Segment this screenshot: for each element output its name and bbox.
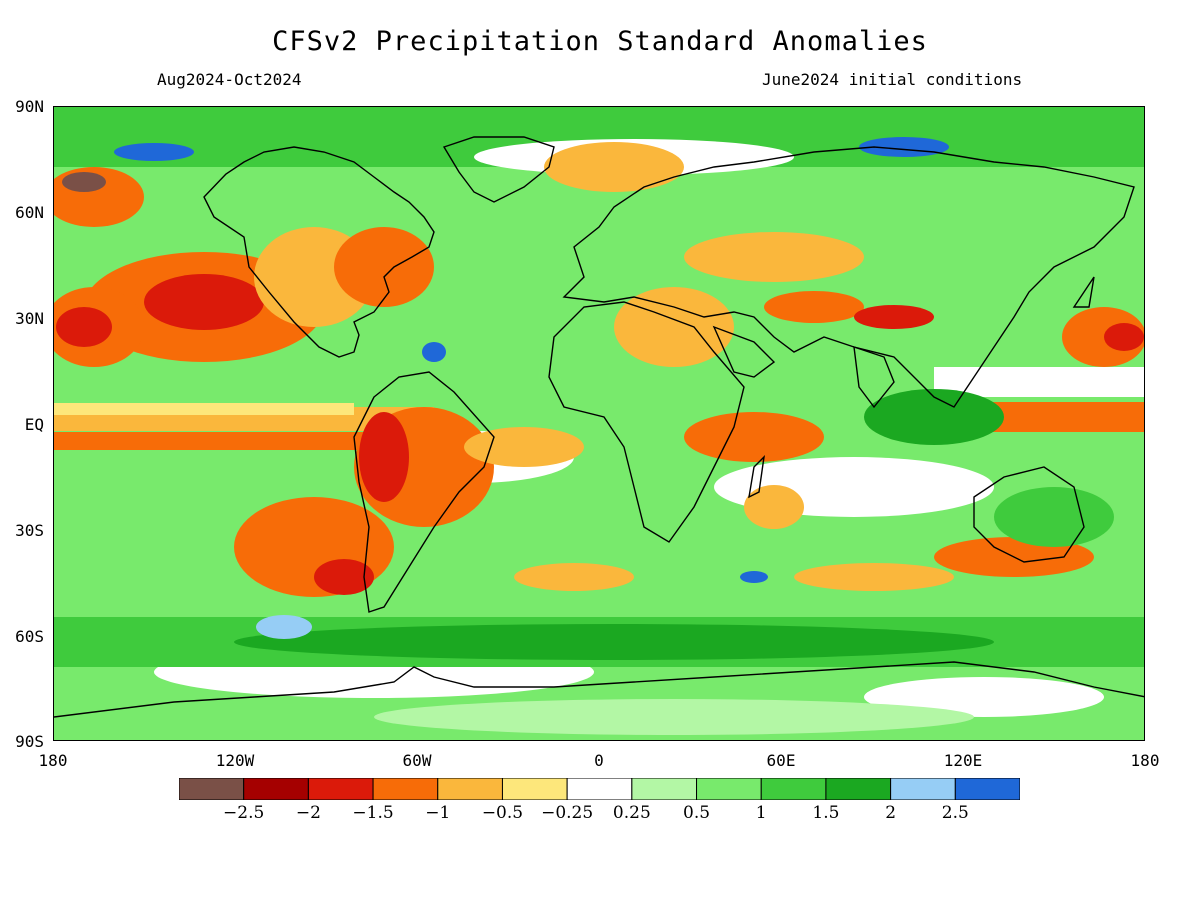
lat-label-90n: 90N	[15, 97, 44, 116]
nw-pacific-dry-core	[1104, 323, 1144, 351]
lon-label-120e: 120E	[943, 751, 983, 770]
lon-label-0: 0	[594, 751, 604, 770]
lon-label-60e: 60E	[766, 751, 796, 770]
colorbar-swatch	[631, 778, 698, 800]
eq-pacific-weak-dry	[54, 403, 354, 415]
colorbar-swatch	[243, 778, 309, 800]
coast-antarctica	[54, 661, 1144, 718]
coast-greenland	[442, 136, 555, 203]
map-svg	[54, 107, 1144, 740]
colorbar-tick-label: 0.5	[683, 803, 711, 823]
colorbar-swatch	[501, 778, 568, 800]
tibet-dry-core	[854, 305, 934, 329]
ne-pacific-dry-core	[144, 274, 264, 330]
colorbar-swatch	[890, 778, 956, 800]
arctic-wet-core	[114, 143, 194, 161]
southern-ocean-wet-core	[234, 624, 994, 660]
south-atlantic-dry	[464, 427, 584, 467]
colorbar-swatch	[437, 778, 503, 800]
coast-arabia	[712, 325, 776, 378]
south-atlantic-weak-dry	[514, 563, 634, 591]
anomaly-field	[54, 107, 1144, 735]
coast-india	[853, 345, 895, 409]
forecast-period: Aug2024-Oct2024	[157, 70, 302, 89]
eq-pacific-dry-south	[54, 432, 414, 450]
lon-label-60w: 60W	[402, 751, 432, 770]
antarctic-light-wet	[374, 699, 974, 735]
south-indian-weak-dry	[794, 563, 954, 591]
coast-africa	[548, 301, 745, 543]
lon-label-180e: 180	[1130, 751, 1160, 770]
colorbar-tick-label: −0.25	[541, 803, 594, 823]
coast-north-america	[203, 146, 435, 358]
central-us-dry	[334, 227, 434, 307]
colorbar-swatch	[566, 778, 633, 800]
anomaly-map	[53, 106, 1145, 741]
colorbar-swatch	[307, 778, 374, 800]
indian-ocean-dry	[744, 485, 804, 529]
colorbar-tick-label: 2.5	[941, 803, 969, 823]
coastline-layer	[54, 136, 1144, 718]
lon-label-120w: 120W	[215, 751, 255, 770]
se-pacific-dry-core	[314, 559, 374, 595]
lon-label-180w: 180	[38, 751, 68, 770]
australia-wet	[994, 487, 1114, 547]
central-pacific-dry-core	[56, 307, 112, 347]
colorbar-tick-label: 1.5	[812, 803, 840, 823]
colorbar-swatch	[760, 778, 827, 800]
greenland-sea-dry	[544, 142, 684, 192]
colorbar-swatch	[825, 778, 892, 800]
colorbar-tick-label: −1	[425, 803, 451, 823]
coast-eurasia	[562, 146, 1135, 408]
bering-strong-dry	[62, 172, 106, 192]
coast-south-america	[353, 371, 495, 613]
chart-title: CFSv2 Precipitation Standard Anomalies	[272, 26, 928, 57]
colorbar-tick-label: 1	[755, 803, 767, 823]
coast-australia	[973, 466, 1085, 563]
nw-pacific-dry	[1062, 307, 1144, 367]
andes-dry-core	[359, 412, 409, 502]
colorbar-tick-label: 0.25	[612, 803, 651, 823]
lat-label-eq: EQ	[24, 415, 44, 434]
sahara-dry	[614, 287, 734, 367]
colorbar-tick-label: −1.5	[352, 803, 394, 823]
colorbar-swatches	[179, 778, 1020, 800]
colorbar-tick-label: −2	[295, 803, 321, 823]
lat-label-30s: 30S	[15, 521, 44, 540]
colorbar-swatch	[696, 778, 762, 800]
southern-ocean-wet-spot	[256, 615, 312, 639]
lat-label-30n: 30N	[15, 309, 44, 328]
colorbar-tick-label: −0.5	[481, 803, 524, 823]
west-indian-ocean-dry	[684, 412, 824, 462]
south-indian-wet-core	[740, 571, 768, 583]
colorbar-tick-label: −2.5	[223, 803, 265, 823]
initial-conditions: June2024 initial conditions	[762, 70, 1023, 89]
coast-madagascar	[748, 455, 765, 499]
middle-east-dry	[764, 291, 864, 323]
colorbar-swatch	[954, 778, 1020, 800]
coast-japan	[1072, 276, 1095, 308]
colorbar-swatch	[372, 778, 439, 800]
caribbean-wet-core	[422, 342, 446, 362]
west-pacific-neutral	[934, 367, 1144, 397]
maritime-continent-wet	[864, 389, 1004, 445]
near-zero-patch	[864, 677, 1104, 717]
lat-label-60s: 60S	[15, 627, 44, 646]
colorbar-tick-label: 2	[885, 803, 897, 823]
central-asia-dry	[684, 232, 864, 282]
colorbar	[179, 778, 1020, 800]
colorbar-swatch	[179, 778, 245, 800]
lat-label-60n: 60N	[15, 203, 44, 222]
lat-label-90s: 90S	[15, 732, 44, 751]
